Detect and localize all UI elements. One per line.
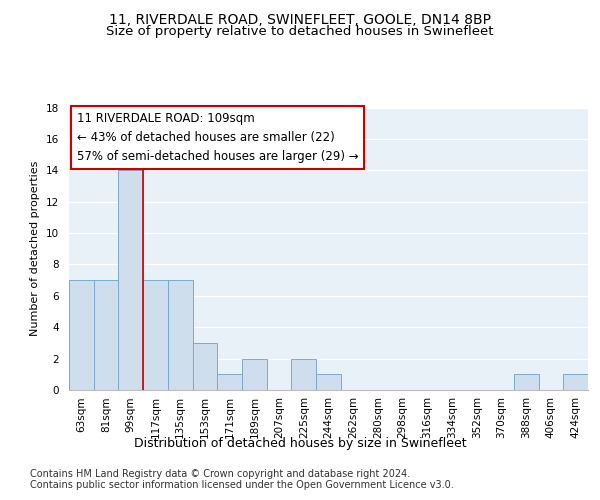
Bar <box>69 280 94 390</box>
Y-axis label: Number of detached properties: Number of detached properties <box>31 161 40 336</box>
Bar <box>217 374 242 390</box>
Bar <box>563 374 588 390</box>
Text: 11 RIVERDALE ROAD: 109sqm
← 43% of detached houses are smaller (22)
57% of semi-: 11 RIVERDALE ROAD: 109sqm ← 43% of detac… <box>77 112 358 162</box>
Bar <box>94 280 118 390</box>
Text: Contains HM Land Registry data © Crown copyright and database right 2024.: Contains HM Land Registry data © Crown c… <box>30 469 410 479</box>
Text: Contains public sector information licensed under the Open Government Licence v3: Contains public sector information licen… <box>30 480 454 490</box>
Bar <box>143 280 168 390</box>
Bar <box>292 358 316 390</box>
Bar <box>514 374 539 390</box>
Text: Distribution of detached houses by size in Swinefleet: Distribution of detached houses by size … <box>134 438 466 450</box>
Bar <box>118 170 143 390</box>
Bar <box>316 374 341 390</box>
Bar <box>193 343 217 390</box>
Text: 11, RIVERDALE ROAD, SWINEFLEET, GOOLE, DN14 8BP: 11, RIVERDALE ROAD, SWINEFLEET, GOOLE, D… <box>109 12 491 26</box>
Bar <box>168 280 193 390</box>
Bar <box>242 358 267 390</box>
Text: Size of property relative to detached houses in Swinefleet: Size of property relative to detached ho… <box>106 25 494 38</box>
